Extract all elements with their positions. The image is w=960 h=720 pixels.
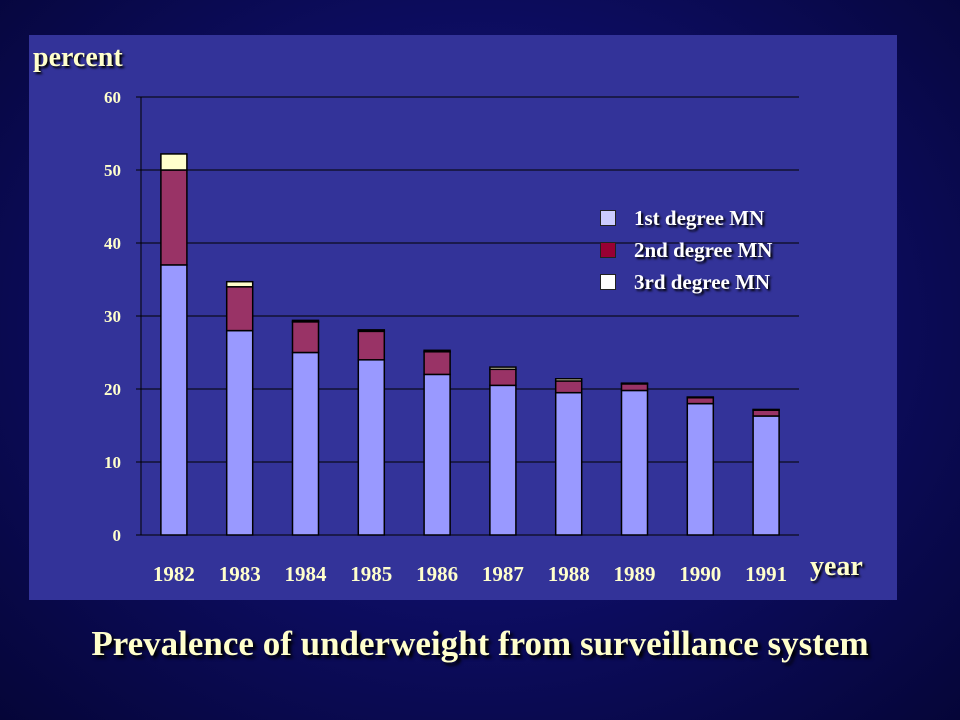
bar-1983-series-2 bbox=[225, 286, 254, 332]
legend: 1st degree MN 2nd degree MN 3rd degree M… bbox=[600, 202, 772, 298]
legend-item-1st-degree: 1st degree MN bbox=[600, 202, 772, 234]
legend-swatch-3rd-degree bbox=[600, 274, 616, 290]
bar-1985-series-3 bbox=[357, 329, 386, 333]
bar-1990-series-2 bbox=[686, 397, 715, 405]
y-tick-label: 0 bbox=[113, 526, 122, 545]
legend-item-3rd-degree: 3rd degree MN bbox=[600, 266, 772, 298]
legend-swatch-2nd-degree bbox=[600, 242, 616, 258]
bar-1988-series-1 bbox=[554, 391, 583, 536]
y-axis-title: percent bbox=[33, 42, 123, 73]
bar-1988-series-3 bbox=[554, 378, 583, 382]
y-tick-label: 60 bbox=[104, 88, 121, 107]
bar-1991-series-2 bbox=[752, 409, 780, 417]
x-tick-label: 1987 bbox=[482, 562, 524, 586]
x-axis-title: year bbox=[810, 551, 863, 582]
y-tick-label: 20 bbox=[104, 380, 121, 399]
bar-1988-series-2 bbox=[554, 380, 583, 394]
bar-1984-series-2 bbox=[291, 321, 320, 354]
bar-1986-series-1 bbox=[423, 373, 451, 536]
x-tick-label: 1988 bbox=[548, 562, 590, 586]
x-tick-label: 1983 bbox=[219, 562, 261, 586]
legend-swatch-1st-degree bbox=[600, 210, 616, 226]
bar-1983-series-1 bbox=[225, 329, 254, 536]
bar-1985-series-1 bbox=[357, 359, 386, 536]
x-tick-label: 1984 bbox=[285, 562, 328, 586]
x-tick-label: 1982 bbox=[153, 562, 195, 586]
bar-1986-series-2 bbox=[423, 351, 451, 376]
x-tick-label: 1986 bbox=[416, 562, 458, 586]
bar-chart: 0 10 20 30 40 50 60 1982 1983 1984 1985 1986 1987 198… bbox=[104, 88, 799, 586]
legend-label-2nd-degree: 2nd degree MN bbox=[634, 237, 773, 262]
bar-1982-series-1 bbox=[160, 264, 188, 536]
bar-1989-series-3 bbox=[620, 382, 649, 385]
bar-1990-series-3 bbox=[686, 396, 715, 399]
y-tick-label: 10 bbox=[104, 453, 121, 472]
x-tick-label: 1985 bbox=[350, 562, 392, 586]
bar-1987-series-1 bbox=[489, 384, 517, 536]
y-tick-label: 40 bbox=[104, 234, 121, 253]
bar-1989-series-2 bbox=[620, 383, 649, 392]
x-tick-label: 1991 bbox=[745, 562, 787, 586]
y-tick-label: 50 bbox=[104, 161, 121, 180]
x-tick-label: 1989 bbox=[614, 562, 656, 586]
bar-1991-series-3 bbox=[752, 408, 780, 411]
bar-1987-series-2 bbox=[489, 368, 517, 387]
legend-label-3rd-degree: 3rd degree MN bbox=[634, 269, 771, 294]
bar-1985-series-2 bbox=[357, 330, 386, 361]
bar-1989-series-1 bbox=[620, 389, 649, 536]
bar-1984-series-1 bbox=[291, 351, 320, 536]
bar-1991-series-1 bbox=[752, 415, 780, 536]
bar-1983-series-3 bbox=[225, 280, 254, 288]
x-tick-label: 1990 bbox=[679, 562, 721, 586]
bar-1986-series-3 bbox=[423, 349, 451, 353]
legend-label-1st-degree: 1st degree MN bbox=[634, 205, 765, 230]
legend-item-2nd-degree: 2nd degree MN bbox=[600, 234, 772, 266]
bar-1982-series-2 bbox=[160, 169, 188, 266]
y-tick-label: 30 bbox=[104, 307, 121, 326]
bar-1987-series-3 bbox=[489, 366, 517, 371]
bar-1982-series-3 bbox=[160, 153, 188, 171]
chart-panel: 0 10 20 30 40 50 60 1982 1983 1984 1985 1986 1987 198… bbox=[29, 35, 897, 600]
slide-caption: Prevalence of underweight from surveilla… bbox=[91, 624, 869, 663]
bar-1990-series-1 bbox=[686, 402, 715, 536]
bar-1984-series-3 bbox=[291, 319, 320, 323]
